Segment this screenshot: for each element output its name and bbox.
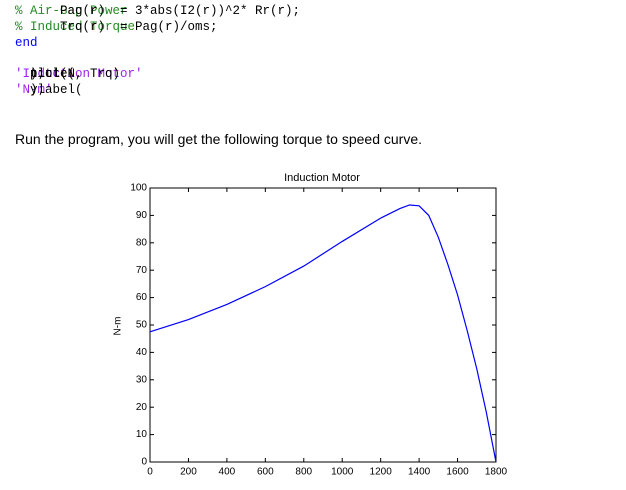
code-code: Trq(r) = Pag(r)/oms; — [30, 20, 226, 34]
code-keyword: end — [15, 36, 38, 50]
y-axis-label: N-m — [113, 317, 124, 336]
code-code: Pag(r) = 3*abs(I2(r))^2* Rr(r); — [30, 4, 308, 18]
y-tick-label: 10 — [136, 429, 148, 440]
y-tick-label: 40 — [136, 347, 148, 358]
code-code: ); — [30, 67, 46, 81]
y-tick-label: 0 — [141, 457, 147, 468]
code-line: ylabel('N-m'); — [15, 82, 143, 98]
x-tick-label: 1400 — [408, 467, 431, 478]
code-code: ); — [30, 83, 46, 97]
code-comment: % Air-Gap Power — [15, 4, 128, 18]
x-tick-label: 1000 — [331, 467, 354, 478]
y-tick-label: 80 — [136, 237, 148, 248]
code-line: title('Induction Motor'); — [15, 66, 143, 82]
code-code: plot(N, Trq) — [30, 67, 121, 81]
code-code: title( — [30, 67, 76, 81]
code-block: Pag(r) = 3*abs(I2(r))^2* Rr(r); % Air-Ga… — [15, 3, 300, 51]
x-tick-label: 800 — [295, 467, 312, 478]
y-tick-label: 20 — [136, 402, 148, 413]
x-tick-label: 1600 — [446, 467, 469, 478]
code-line: Pag(r) = 3*abs(I2(r))^2* Rr(r); % Air-Ga… — [15, 3, 300, 19]
code-string: 'Induction Motor' — [15, 67, 143, 81]
plot-frame — [149, 187, 497, 463]
chart-title: Induction Motor — [284, 172, 360, 184]
code-block: plot(N, Trq) title('Induction Motor'); yla… — [15, 66, 143, 98]
x-tick-label: 200 — [180, 467, 197, 478]
y-tick-label: 100 — [130, 183, 147, 194]
code-code: ylabel( — [30, 83, 83, 97]
y-tick-label: 70 — [136, 265, 148, 276]
code-line: Trq(r) = Pag(r)/oms; % Induced Torque — [15, 19, 218, 35]
data-line — [149, 204, 497, 463]
y-tick-label: 60 — [136, 292, 148, 303]
code-line: end — [15, 35, 135, 51]
code-string: 'N-m' — [15, 83, 53, 97]
x-tick-label: 1800 — [485, 467, 508, 478]
y-tick-label: 90 — [136, 210, 148, 221]
x-tick-label: 600 — [257, 467, 274, 478]
y-tick-label: 30 — [136, 374, 148, 385]
paragraph: Run the program, you will get the follow… — [15, 131, 423, 147]
x-tick-label: 1200 — [370, 467, 393, 478]
code-comment: % Induced Torque — [15, 20, 136, 34]
x-tick-label: 0 — [147, 467, 153, 478]
x-tick-label: 400 — [219, 467, 236, 478]
y-tick-label: 50 — [136, 320, 148, 331]
